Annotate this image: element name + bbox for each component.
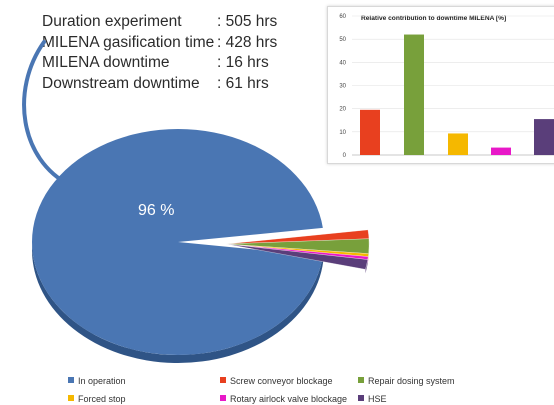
legend-swatch [220, 395, 226, 401]
legend-item: Rotary airlock valve blockage [220, 394, 347, 405]
legend-item: Repair dosing system [358, 376, 455, 387]
legend-label: Forced stop [78, 394, 126, 404]
bar [360, 109, 380, 155]
bar [491, 147, 511, 155]
pie-slice [225, 243, 368, 270]
legend-label: Repair dosing system [368, 376, 455, 386]
bar [534, 119, 554, 155]
bar-y-tick-label: 40 [339, 60, 346, 66]
legend-swatch [358, 377, 364, 383]
stat-label: MILENA downtime [42, 54, 170, 71]
stat-value: : 505 hrs [217, 13, 278, 30]
bar-chart: Relative contribution to downtime MILENA… [339, 14, 554, 159]
legend-swatch [220, 377, 226, 383]
stat-value: : 61 hrs [217, 74, 269, 92]
stat-value: : 16 hrs [217, 54, 269, 71]
bar [448, 133, 468, 155]
curved-arrow [22, 40, 72, 187]
chart-legend: In operation Screw conveyor blockage Repai… [68, 376, 554, 405]
bar-y-tick-label: 20 [339, 107, 346, 113]
legend-item: HSE [358, 394, 387, 405]
legend-swatch [358, 395, 364, 401]
stat-label: Duration experiment [42, 13, 182, 30]
legend-swatch [68, 395, 74, 401]
stat-label: MILENA gasification time [42, 33, 215, 51]
bar-y-tick-label: 50 [339, 37, 346, 43]
bar-y-tick-label: 30 [339, 84, 346, 90]
legend-item: Screw conveyor blockage [220, 376, 333, 387]
pie-slice-in-operation [32, 129, 323, 355]
bar-y-tick-label: 60 [339, 14, 346, 20]
bar-y-tick-label: 0 [343, 153, 347, 159]
legend-item: Forced stop [68, 394, 126, 405]
legend-item: In operation [68, 376, 126, 387]
bar-y-tick-label: 10 [339, 130, 346, 136]
stat-label: Downstream downtime [42, 74, 200, 92]
bar [404, 34, 424, 155]
pie-data-label: 96 % [138, 202, 174, 219]
legend-swatch [68, 377, 74, 383]
legend-label: In operation [78, 376, 126, 386]
legend-label: Screw conveyor blockage [230, 376, 333, 386]
bar-chart-title: Relative contribution to downtime MILENA… [361, 15, 506, 22]
bar-chart-panel: Relative contribution to downtime MILENA… [327, 6, 554, 164]
stat-value: : 428 hrs [217, 33, 278, 51]
legend-label: Rotary airlock valve blockage [230, 394, 348, 404]
legend-label: HSE [368, 394, 387, 404]
